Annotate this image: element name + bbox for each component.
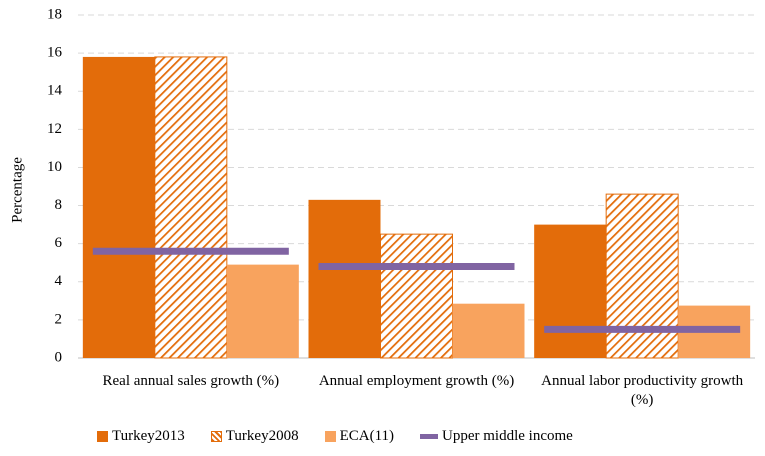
legend-label: Upper middle income xyxy=(442,428,573,444)
bar xyxy=(308,199,381,358)
x-tick-label: Annual labor productivity growth (%) xyxy=(541,373,744,408)
y-axis-label: Percentage xyxy=(9,157,25,223)
bar xyxy=(154,56,228,359)
legend-item: ECA(11) xyxy=(324,428,395,445)
legend-swatch xyxy=(324,431,336,442)
x-tick-label: Real annual sales growth (%) xyxy=(102,373,280,389)
y-tick-label: 8 xyxy=(55,197,63,213)
x-tick-label: Annual employment growth (%) xyxy=(318,373,515,389)
y-tick-label: 6 xyxy=(55,235,63,251)
legend: Turkey2013 Turkey2008 ECA(11) Upper middle … xyxy=(97,428,573,445)
bar xyxy=(82,56,155,359)
legend-item: Turkey2013 xyxy=(97,428,185,445)
legend-label: Turkey2008 xyxy=(225,428,299,444)
y-tick-label: 18 xyxy=(47,6,62,22)
y-tick-label: 10 xyxy=(47,159,62,175)
legend-item: Upper middle income xyxy=(420,428,573,445)
legend-swatch xyxy=(420,434,439,439)
y-tick-label: 12 xyxy=(47,121,62,137)
bar xyxy=(605,193,679,359)
bar xyxy=(534,224,607,358)
legend-label: ECA(11) xyxy=(339,428,395,444)
y-tick-label: 4 xyxy=(55,273,63,289)
y-tick-label: 16 xyxy=(47,45,63,61)
legend-item: Turkey2008 xyxy=(210,428,299,445)
legend-swatch xyxy=(97,431,108,442)
legend-label: Turkey2013 xyxy=(112,428,185,444)
bar xyxy=(380,233,453,359)
legend-swatch xyxy=(210,431,222,442)
bar xyxy=(452,303,525,358)
y-tick-label: 2 xyxy=(55,311,63,327)
y-tick-label: 0 xyxy=(55,349,63,365)
y-tick-label: 14 xyxy=(47,83,63,99)
bar xyxy=(226,264,299,358)
